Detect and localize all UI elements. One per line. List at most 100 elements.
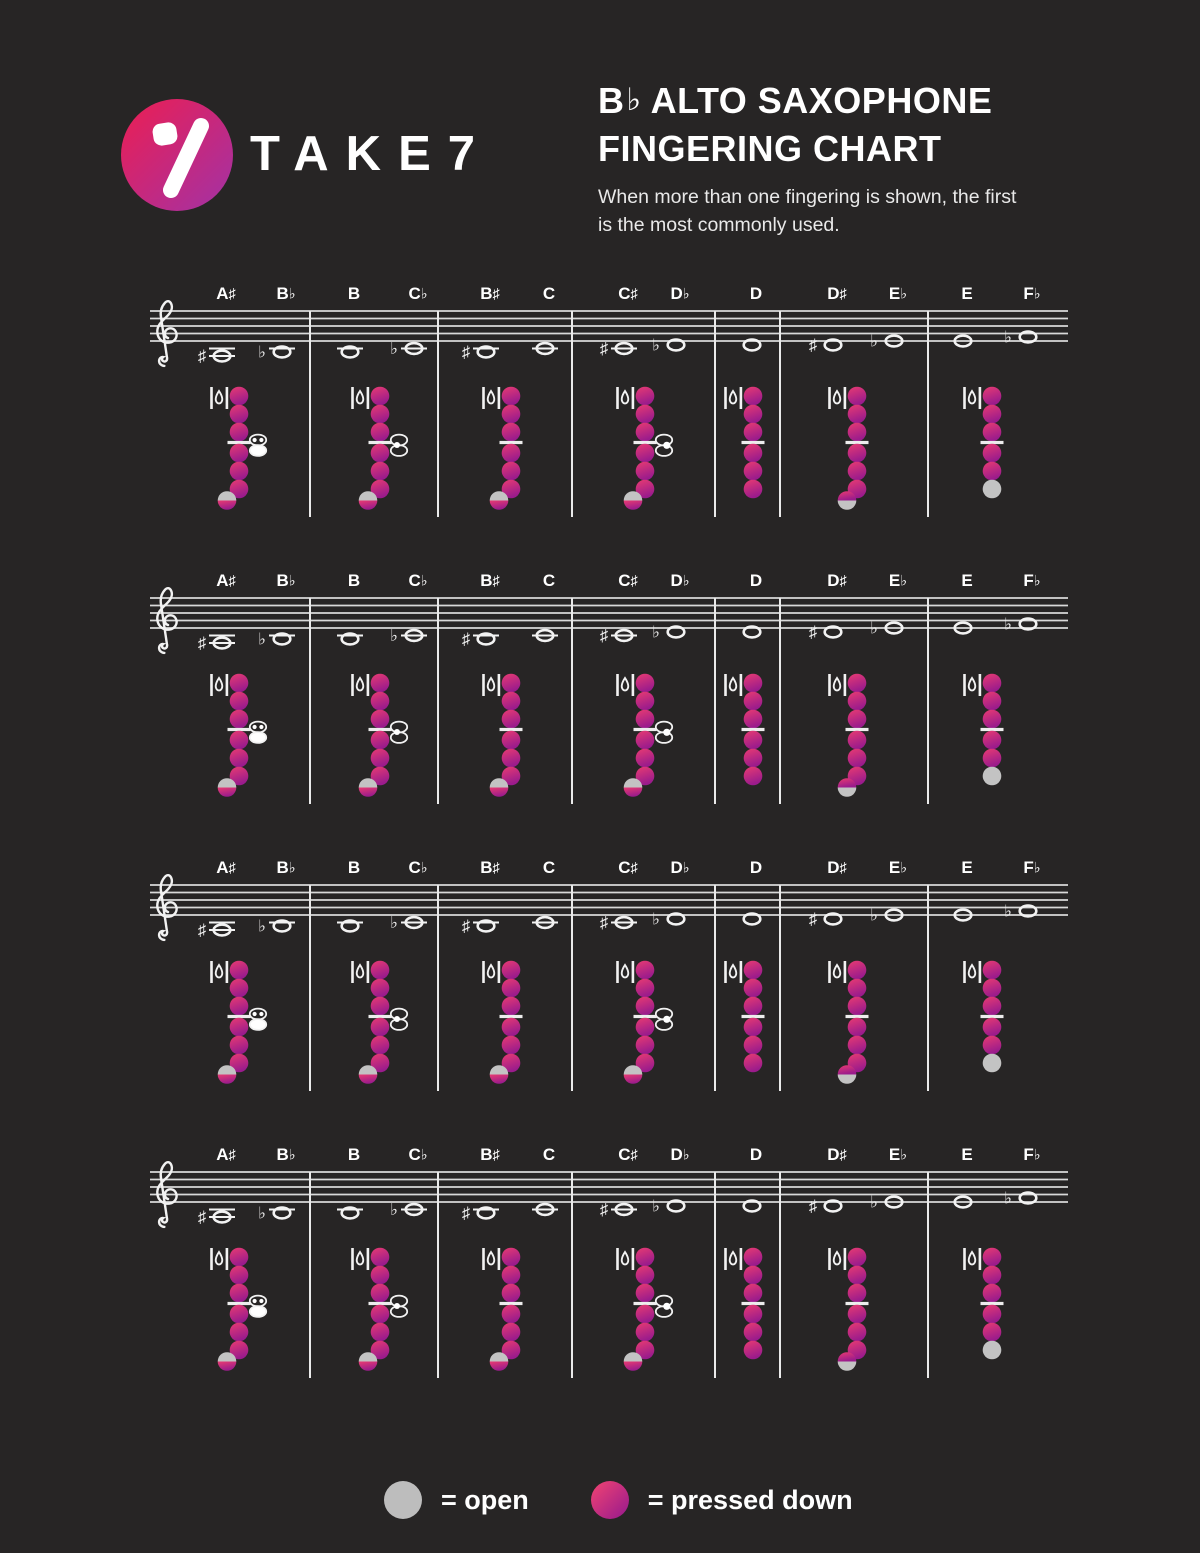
octave-key-bar — [739, 961, 743, 983]
whole-note-head — [340, 919, 360, 933]
cluster-dot — [259, 1298, 264, 1304]
whole-note-head — [953, 621, 973, 635]
octave-key-bar — [351, 674, 354, 696]
sharp-accidental-glyph: ♯ — [600, 627, 608, 645]
octave-drop-icon — [486, 1250, 496, 1266]
key-pressed — [635, 978, 655, 998]
key-pressed — [229, 1053, 249, 1073]
sharp-accidental-glyph: ♯ — [198, 922, 206, 940]
whole-note-head — [535, 915, 555, 930]
note-name-label: F♭ — [1023, 858, 1040, 877]
whole-note-head — [535, 628, 555, 643]
key-pressed — [635, 766, 655, 786]
key-pressed — [370, 960, 390, 980]
key-pressed — [982, 1304, 1002, 1324]
octave-drop-icon — [967, 389, 977, 405]
whole-note-head — [742, 912, 762, 926]
low-key-bottom-half — [358, 787, 378, 797]
note-column: E — [953, 858, 973, 922]
octave-key-bar — [366, 1248, 370, 1270]
octave-key-bar — [616, 1248, 619, 1270]
whole-note-head — [476, 632, 496, 646]
low-key-bottom-half — [623, 1361, 643, 1371]
key-pressed — [847, 673, 867, 693]
key-pressed — [847, 1283, 867, 1303]
key-pressed — [635, 709, 655, 729]
whole-note-head — [884, 621, 904, 635]
octave-drop-icon — [832, 1250, 842, 1266]
key-pressed — [982, 709, 1002, 729]
low-key-bottom-half — [623, 787, 643, 797]
hand-divider-dash — [227, 1014, 251, 1019]
note-name-label: C♭ — [408, 284, 427, 303]
pinky-cluster-icon-dot-right — [654, 1007, 674, 1031]
flat-accidental-glyph: ♭ — [258, 631, 266, 649]
key-pressed — [847, 730, 867, 750]
hand-divider-dash — [227, 440, 251, 445]
key-pressed — [635, 1322, 655, 1342]
key-pressed — [229, 1247, 249, 1267]
octave-key-bar — [631, 674, 635, 696]
note-name-label: C — [543, 284, 555, 303]
low-key-bottom-half — [217, 787, 237, 797]
key-pressed — [982, 1247, 1002, 1267]
cluster-dot — [252, 1298, 257, 1304]
note-name-label: F♭ — [1023, 571, 1040, 590]
octave-key-icon — [963, 674, 982, 696]
sharp-accidental-glyph: ♯ — [809, 911, 817, 929]
hand-divider-dash — [499, 1301, 523, 1306]
key-pressed — [370, 1265, 390, 1285]
note-name-label: B — [348, 284, 360, 303]
whole-note-head — [272, 632, 292, 646]
key-pressed — [635, 996, 655, 1016]
note-name-label: D — [750, 858, 762, 877]
key-pressed — [501, 1283, 521, 1303]
title-flat-glyph: ♭ — [626, 82, 642, 117]
whole-note-head — [212, 636, 232, 650]
note-column: D♯ ♯ — [809, 571, 848, 642]
note-name-label: D♭ — [670, 858, 689, 877]
octave-key-bar — [210, 961, 213, 983]
note-name-label: A♯ — [216, 858, 236, 877]
fingering-diagram-A♯-B♭ — [210, 960, 268, 1084]
octave-key-bar — [225, 961, 229, 983]
key-pressed — [743, 709, 763, 729]
whole-note-head — [823, 912, 843, 926]
key-pressed — [229, 479, 249, 499]
octave-key-bar — [225, 674, 229, 696]
fingering-diagram-D♯-E♭ — [828, 386, 869, 510]
key-pressed — [635, 960, 655, 980]
key-pressed — [847, 1017, 867, 1037]
key-pressed — [501, 1035, 521, 1055]
key-pressed — [743, 1053, 763, 1073]
fingering-diagram-E-F♭ — [963, 673, 1004, 786]
cluster-dot — [663, 728, 671, 736]
cluster-dot — [394, 442, 400, 448]
key-open — [982, 1053, 1002, 1073]
hand-divider-dash — [368, 1014, 392, 1019]
octave-key-icon — [616, 387, 635, 409]
pinky-cluster-icon-dot-right — [654, 433, 674, 457]
key-pressed — [743, 386, 763, 406]
sharp-accidental-glyph: ♯ — [600, 1201, 608, 1219]
note-column: C♯ ♯ — [600, 284, 639, 358]
key-pressed — [370, 1035, 390, 1055]
key-pressed — [743, 422, 763, 442]
note-name-label: B — [348, 571, 360, 590]
low-key-bottom-half — [489, 500, 509, 510]
octave-key-bar — [210, 674, 213, 696]
octave-drop-icon — [214, 676, 224, 692]
fingering-diagram-A♯-B♭ — [210, 386, 268, 510]
low-key-top-half — [358, 1352, 378, 1362]
note-column: A♯ ♯ — [198, 284, 237, 366]
key-pressed — [229, 673, 249, 693]
key-pressed — [229, 1035, 249, 1055]
note-column: A♯ ♯ — [198, 571, 237, 653]
key-pressed — [982, 673, 1002, 693]
octave-key-bar — [828, 387, 831, 409]
note-column: A♯ ♯ — [198, 1145, 237, 1227]
key-pressed — [501, 1053, 521, 1073]
octave-key-icon — [482, 961, 501, 983]
whole-note-head — [272, 919, 292, 933]
octave-drop-icon — [967, 963, 977, 979]
